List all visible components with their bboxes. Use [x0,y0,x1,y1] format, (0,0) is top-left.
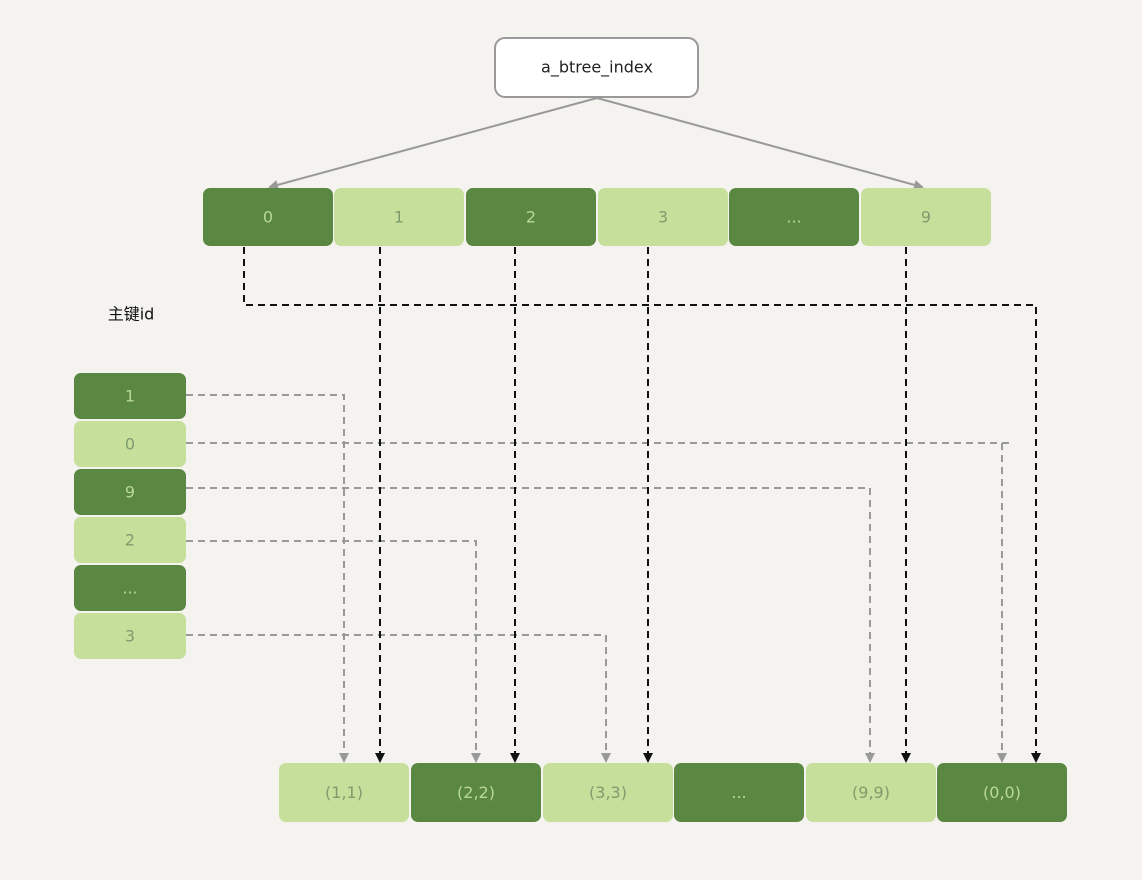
pk-node-box [74,421,186,467]
index-node-label: 2 [526,208,536,227]
pk-node-label: 0 [125,435,135,454]
root-label: a_btree_index [541,58,653,78]
data-node-label: (3,3) [589,783,627,802]
boxes: 0 1 2 3... 9 1 0 9 2... 3 (1,1) (2,2) (3,3)... (9,9) (… [74,188,1067,822]
data-node-label: (2,2) [457,783,495,802]
index-node-label: 1 [394,208,404,227]
pk-node-label: 1 [125,387,135,406]
data-node-label: (1,1) [325,783,363,802]
index-node-label: 9 [921,208,931,227]
root-arrows [268,97,924,190]
root-box [494,37,699,98]
index-node-box [203,188,333,246]
data-node-box [937,763,1067,822]
data-node-box [411,763,541,822]
data-node-box [279,763,409,822]
index-node-label: 3 [658,208,668,227]
index-node-label: ... [786,208,801,227]
pk-node-label: ... [122,579,137,598]
index-node-box [729,188,859,246]
index-node-box [466,188,596,246]
data-node-box [674,763,804,822]
data-node-box [543,763,673,822]
data-node-label: (9,9) [852,783,890,802]
data-node-box [806,763,936,822]
gray-dashed-arrows [186,394,1010,761]
pk-node-box [74,373,186,419]
pk-node-label: 2 [125,531,135,550]
pk-node-box [74,517,186,563]
index-node-label: 0 [263,208,273,227]
black-dashed-arrows [243,247,1041,763]
pk-node-label: 3 [125,627,135,646]
index-node-box [861,188,991,246]
index-node-box [334,188,464,246]
pk-node-box [74,613,186,659]
pk-title: 主键id [108,305,155,324]
pk-node-label: 9 [125,483,135,502]
data-node-label: ... [731,783,746,802]
pk-node-box [74,565,186,611]
index-node-box [598,188,728,246]
pk-node-box [74,469,186,515]
data-node-label: (0,0) [983,783,1021,802]
